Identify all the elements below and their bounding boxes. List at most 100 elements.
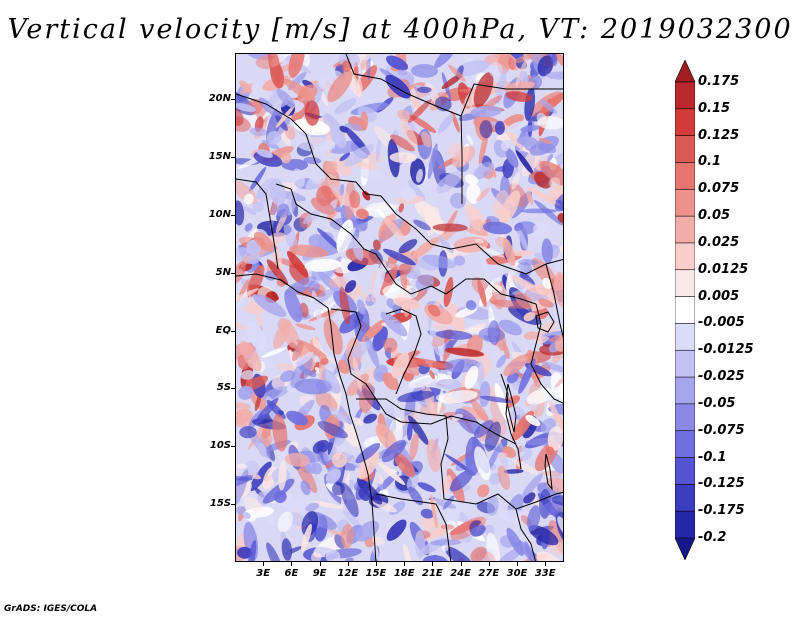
colorbar-segment	[675, 457, 695, 485]
velocity-blob	[516, 136, 538, 146]
velocity-blob	[249, 127, 267, 136]
lake-malawi	[544, 453, 553, 491]
velocity-blob	[325, 549, 341, 561]
velocity-blob	[253, 294, 287, 317]
velocity-blob	[465, 204, 490, 239]
velocity-blob	[548, 177, 561, 189]
velocity-blob	[360, 111, 369, 131]
border-line	[363, 248, 537, 305]
velocity-blob	[307, 280, 320, 294]
velocity-blob	[511, 171, 521, 190]
velocity-blob	[505, 120, 528, 133]
velocity-field	[236, 54, 563, 561]
velocity-blob	[294, 351, 314, 368]
velocity-blob	[557, 516, 563, 538]
velocity-blob	[411, 63, 438, 78]
velocity-blob	[453, 255, 466, 266]
colorbar-segments	[675, 60, 695, 560]
border-line	[236, 93, 397, 215]
velocity-blob	[377, 462, 406, 486]
border-line	[530, 303, 563, 404]
velocity-blob	[510, 275, 545, 296]
velocity-blob	[314, 288, 335, 305]
velocity-blob	[504, 147, 519, 168]
velocity-blob	[356, 299, 366, 315]
velocity-blob	[317, 451, 329, 465]
velocity-blob	[363, 413, 378, 424]
lon-label: 6E	[284, 568, 299, 579]
velocity-blob	[479, 120, 493, 139]
colorbar-label: 0.175	[698, 74, 740, 89]
velocity-blob	[422, 555, 448, 561]
colorbar-label: -0.125	[698, 476, 745, 492]
velocity-blob	[284, 452, 310, 467]
velocity-blob	[454, 60, 490, 77]
velocity-blob	[408, 486, 423, 506]
velocity-blob	[339, 286, 351, 325]
velocity-blob	[508, 57, 516, 71]
velocity-blob	[533, 222, 549, 239]
lat-label: 15N	[208, 151, 231, 163]
velocity-blob	[252, 201, 265, 213]
velocity-blob	[281, 538, 293, 561]
credit-text: GrADS: IGES/COLA	[4, 604, 98, 614]
velocity-blob	[415, 168, 424, 183]
velocity-blob	[513, 459, 539, 475]
velocity-blob	[548, 520, 563, 555]
velocity-blob	[406, 421, 413, 441]
lake-tanganyika	[505, 383, 517, 433]
velocity-blob	[537, 116, 563, 130]
velocity-blob	[239, 80, 253, 94]
velocity-blob	[498, 319, 523, 336]
velocity-blob	[426, 438, 442, 473]
velocity-blob	[341, 60, 352, 72]
velocity-blob	[242, 206, 257, 215]
lon-tick	[404, 561, 406, 566]
velocity-blob	[535, 284, 559, 303]
velocity-blob	[486, 445, 500, 472]
velocity-blob	[486, 495, 499, 516]
velocity-blob	[277, 511, 293, 532]
border-line	[356, 398, 447, 417]
velocity-blob	[520, 125, 540, 132]
lat-tick	[231, 388, 235, 390]
velocity-blob	[440, 524, 455, 530]
velocity-blob	[357, 450, 380, 480]
velocity-blob	[344, 557, 354, 561]
colorbar-label: -0.05	[698, 395, 736, 411]
velocity-blob	[500, 140, 510, 152]
colorbar-segment	[675, 108, 695, 137]
velocity-blob	[519, 71, 528, 80]
velocity-blob	[537, 55, 554, 77]
velocity-blob	[339, 183, 345, 196]
velocity-blob	[392, 297, 422, 310]
lon-label: 15E	[365, 568, 387, 579]
velocity-blob	[503, 354, 529, 377]
velocity-blob	[445, 347, 485, 357]
velocity-blob	[490, 398, 507, 436]
velocity-blob	[358, 487, 371, 501]
colorbar-segment	[675, 215, 695, 244]
velocity-blob	[261, 347, 287, 358]
velocity-blob	[408, 179, 426, 201]
velocity-blob	[372, 536, 385, 546]
velocity-blob	[554, 192, 563, 212]
velocity-blob	[246, 264, 265, 298]
velocity-blob	[242, 511, 251, 520]
colorbar-label: 0.15	[698, 100, 731, 116]
velocity-blob	[317, 421, 348, 439]
velocity-blob	[248, 166, 267, 192]
lon-tick	[263, 561, 265, 566]
velocity-blob	[523, 331, 540, 340]
velocity-blob	[261, 140, 280, 150]
velocity-blob	[314, 390, 338, 412]
velocity-blob	[499, 120, 524, 151]
lon-label: 12E	[337, 568, 359, 579]
velocity-blob	[554, 54, 563, 69]
velocity-blob	[329, 407, 349, 424]
colorbar-segment	[675, 349, 695, 378]
velocity-blob	[432, 223, 468, 232]
velocity-blob	[409, 114, 437, 133]
chart-title: Vertical velocity [m/s] at 400hPa, VT: 2…	[7, 14, 793, 45]
velocity-blob	[488, 62, 503, 78]
